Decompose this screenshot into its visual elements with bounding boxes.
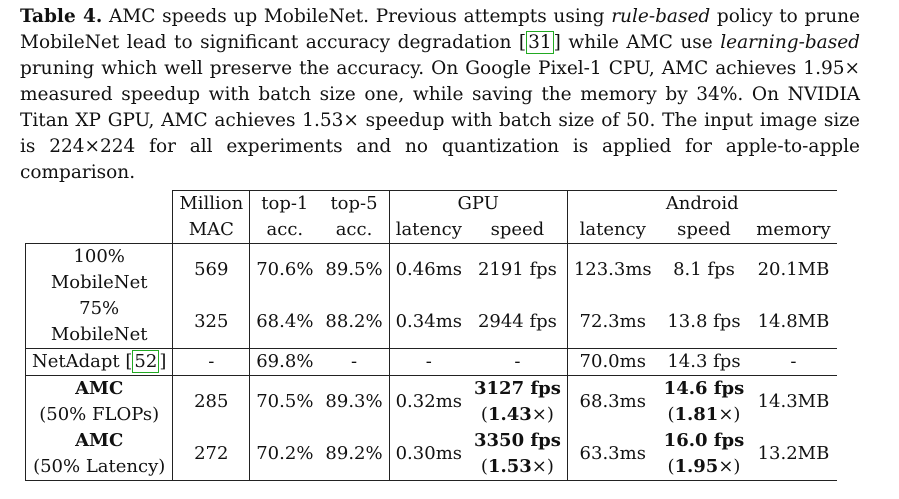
results-table: Million top-1 top-5 GPU Android MAC acc.… (24, 190, 837, 481)
table-cell: 0.32ms (389, 375, 468, 428)
model-name: MobileNet (50, 272, 148, 293)
header-cell: acc. (266, 219, 304, 240)
header-cell: Million (172, 190, 251, 217)
table-cell: 20.1MB (750, 243, 837, 296)
citation-link[interactable]: 31 (526, 31, 554, 54)
caption-emphasis: learning-based (720, 32, 860, 53)
model-name-cell: AMC (50% Latency) (24, 428, 174, 481)
table-cell: 70.6% (249, 243, 320, 296)
header-row: MAC acc. acc. latency speed latency spee… (25, 217, 837, 244)
model-name-cell: NetAdapt [52] (24, 348, 174, 376)
table-row: 75% MobileNet 325 68.4% 88.2% 0.34ms 2944… (24, 296, 837, 349)
model-name-cell: 100% MobileNet (24, 243, 174, 296)
table-cell: 13.8 fps (667, 311, 741, 332)
table-cell: - (389, 348, 468, 376)
table-row: 100% MobileNet 569 70.6% 89.5% 0.46ms 219… (24, 243, 837, 296)
model-name: (50% Latency) (33, 456, 166, 477)
table-cell: 2191 fps (468, 243, 568, 296)
gpu-speed: 3350 fps (474, 430, 561, 451)
table-row: AMC (50% FLOPs) 285 70.5% 89.3% 0.32ms 31… (24, 375, 837, 428)
header-cell: acc. (319, 217, 390, 244)
model-name: 100% (73, 246, 125, 267)
table-caption: Table 4. AMC speeds up MobileNet. Previo… (20, 6, 860, 183)
model-name: AMC (75, 378, 124, 399)
android-speedup: 1.81 (674, 404, 719, 425)
times-symbol: × (718, 404, 734, 425)
table-cell: 16.0 fps (1.95×) (657, 428, 751, 481)
header-cell (25, 217, 174, 244)
header-cell: top-5 (319, 190, 390, 217)
model-name: MobileNet (50, 324, 148, 345)
caption-text: AMC speeds up MobileNet. Previous attemp… (102, 6, 612, 27)
header-cell: speed (677, 219, 731, 240)
caption-text: pruning which well preserve the accuracy… (20, 58, 860, 183)
header-cell (25, 190, 174, 217)
gpu-speedup: 1.43 (487, 404, 532, 425)
header-cell: latency (579, 219, 646, 240)
table-cell: 70.0ms (567, 348, 658, 376)
table-cell: 0.30ms (389, 428, 468, 481)
table-cell: 0.46ms (389, 243, 468, 296)
model-name: NetAdapt (32, 351, 120, 372)
table-cell: 88.2% (319, 296, 390, 349)
table-row: NetAdapt [52] - 69.8% - - - 70.0ms 14.3 … (24, 348, 837, 376)
table-cell: - (172, 348, 251, 376)
header-row: Million top-1 top-5 GPU Android (25, 190, 837, 217)
header-cell: MAC (172, 217, 251, 244)
table-cell: 70.2% (249, 428, 320, 481)
table-cell: - (319, 348, 390, 376)
citation-link[interactable]: 52 (132, 350, 160, 373)
table-cell: 70.5% (249, 375, 320, 428)
caption-label: Table 4. (20, 6, 103, 27)
model-name-cell: AMC (50% FLOPs) (24, 375, 174, 428)
table-cell: 14.6 fps (1.81×) (657, 375, 751, 428)
android-speed: 14.6 fps (663, 378, 745, 399)
model-name: (50% FLOPs) (39, 404, 160, 425)
table-cell: - (750, 348, 837, 376)
table-cell: 2944 fps (468, 296, 568, 349)
table-cell: 0.34ms (395, 311, 462, 332)
table-cell: 72.3ms (579, 311, 646, 332)
table-cell: 569 (172, 243, 251, 296)
table-cell: 14.8MB (757, 311, 830, 332)
gpu-speedup: 1.53 (487, 456, 532, 477)
table-cell: 13.2MB (750, 428, 837, 481)
table-cell: 272 (172, 428, 251, 481)
header-cell: speed (468, 217, 568, 244)
table-cell: 89.2% (319, 428, 390, 481)
model-name-cell: 75% MobileNet (24, 296, 174, 349)
table-cell: 8.1 fps (657, 243, 751, 296)
header-cell: memory (756, 219, 831, 240)
caption-text: policy to prune MobileNet lead to signif… (20, 6, 860, 53)
times-symbol: × (718, 456, 734, 477)
times-symbol: × (531, 404, 547, 425)
caption-emphasis: rule-based (611, 6, 711, 27)
table-cell: 14.3MB (750, 375, 837, 428)
times-symbol: × (531, 456, 547, 477)
table-cell: 123.3ms (567, 243, 658, 296)
header-cell: GPU (389, 190, 568, 217)
header-cell: latency (395, 219, 462, 240)
table-cell: 3127 fps (1.43×) (468, 375, 568, 428)
table-cell: 69.8% (249, 348, 320, 376)
caption-text: while AMC use (560, 32, 721, 53)
table-cell: 285 (172, 375, 251, 428)
table-cell: 14.3 fps (657, 348, 751, 376)
android-speed: 16.0 fps (663, 430, 745, 451)
table-cell: 68.3ms (567, 375, 658, 428)
table-cell: 325 (172, 296, 251, 349)
android-speedup: 1.95 (674, 456, 719, 477)
header-cell: top-1 (249, 190, 320, 217)
header-cell: Android (567, 190, 837, 217)
model-name: AMC (75, 430, 124, 451)
table-cell: 89.3% (319, 375, 390, 428)
table-cell: 89.5% (319, 243, 390, 296)
model-name: 75% (79, 298, 120, 319)
table-cell: 68.4% (256, 311, 314, 332)
gpu-speed: 3127 fps (474, 378, 561, 399)
table-cell: 63.3ms (567, 428, 658, 481)
table-cell: - (468, 348, 568, 376)
table-row: AMC (50% Latency) 272 70.2% 89.2% 0.30ms … (24, 428, 837, 481)
table-cell: 3350 fps (1.53×) (468, 428, 568, 481)
